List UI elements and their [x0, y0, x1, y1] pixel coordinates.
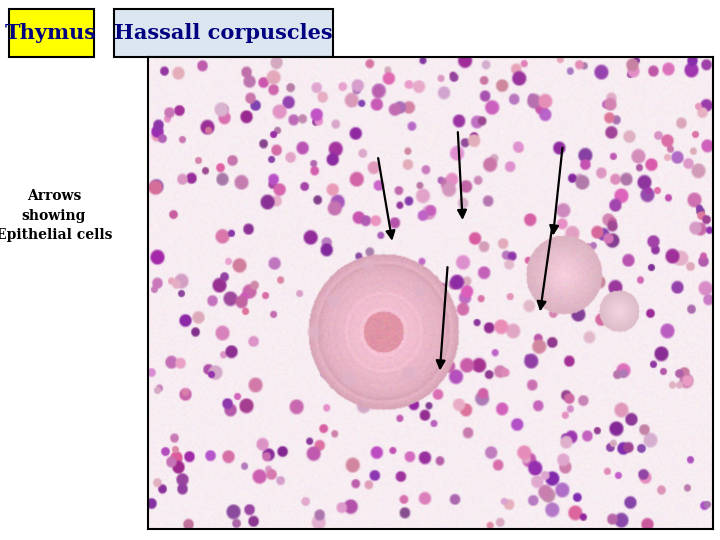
Text: Hassall corpuscles: Hassall corpuscles	[114, 23, 333, 43]
Bar	[9, 9, 94, 57]
Text: Thymus: Thymus	[5, 23, 97, 43]
Text: Arrows
showing
Epithelial cells: Arrows showing Epithelial cells	[0, 190, 112, 242]
Bar	[114, 9, 333, 57]
